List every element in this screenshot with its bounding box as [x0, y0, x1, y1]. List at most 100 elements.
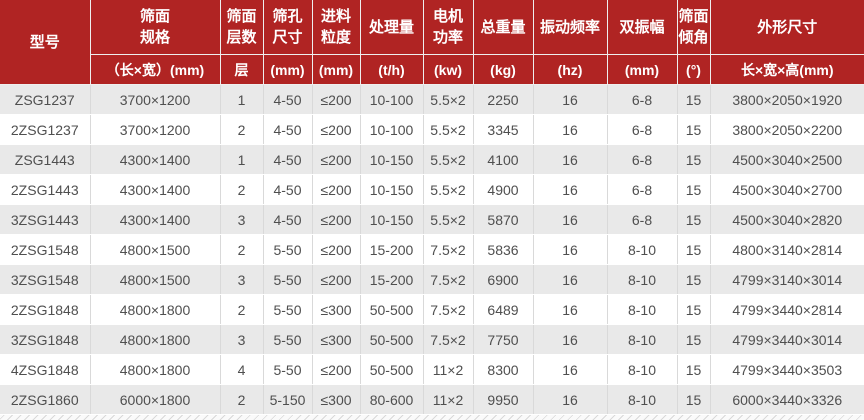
col-header-overall-dimensions: 外形尺寸 [710, 0, 864, 55]
cell-screen-layers: 2 [220, 234, 264, 265]
table-row: 2ZSG1443 4300×1400 2 4-50 ≤200 10-150 5.5×2 490… [0, 174, 864, 205]
cell-feed-size: ≤200 [312, 204, 361, 235]
cell-vibration-frequency: 16 [533, 84, 608, 115]
col-unit-double-amplitude: (mm) [607, 54, 678, 85]
cell-double-amplitude: 6-8 [607, 114, 678, 145]
cell-screen-spec: 4800×1500 [90, 234, 221, 265]
cell-screen-spec: 4800×1800 [90, 324, 221, 355]
cell-model: 3ZSG1548 [0, 264, 91, 295]
cell-vibration-frequency: 16 [533, 324, 608, 355]
cell-screen-spec: 3700×1200 [90, 114, 221, 145]
cell-capacity: 10-150 [360, 144, 424, 175]
cell-vibration-frequency: 16 [533, 114, 608, 145]
cell-double-amplitude: 8-10 [607, 384, 678, 415]
cell-screen-layers: 4 [220, 354, 264, 385]
cell-mesh-size: 4-50 [263, 84, 313, 115]
cell-mesh-size: 5-50 [263, 354, 313, 385]
bottom-hatch-strip [0, 415, 864, 420]
cell-overall-dimensions: 4799×3440×2814 [710, 294, 864, 325]
cell-capacity: 50-500 [360, 294, 424, 325]
cell-model: 2ZSG1548 [0, 234, 91, 265]
cell-overall-dimensions: 3800×2050×2200 [710, 114, 864, 145]
cell-total-weight: 2250 [473, 84, 534, 115]
col-header-feed-size: 进料 粒度 [312, 0, 361, 55]
cell-model: 2ZSG1860 [0, 384, 91, 415]
table-row: 3ZSG1443 4300×1400 3 4-50 ≤200 10-150 5.5×2 587… [0, 204, 864, 235]
cell-total-weight: 4900 [473, 174, 534, 205]
cell-model: 3ZSG1848 [0, 324, 91, 355]
cell-screen-layers: 3 [220, 324, 264, 355]
cell-feed-size: ≤300 [312, 294, 361, 325]
cell-model: 4ZSG1848 [0, 354, 91, 385]
cell-screen-spec: 4300×1400 [90, 204, 221, 235]
col-header-vibration-frequency: 振动频率 [533, 0, 608, 55]
cell-capacity: 10-150 [360, 174, 424, 205]
cell-feed-size: ≤200 [312, 84, 361, 115]
col-header-screen-angle: 筛面 倾角 [677, 0, 711, 55]
cell-vibration-frequency: 16 [533, 264, 608, 295]
cell-overall-dimensions: 4799×3440×3014 [710, 324, 864, 355]
cell-total-weight: 8300 [473, 354, 534, 385]
cell-mesh-size: 5-50 [263, 294, 313, 325]
cell-mesh-size: 4-50 [263, 114, 313, 145]
cell-model: ZSG1443 [0, 144, 91, 175]
cell-screen-layers: 3 [220, 204, 264, 235]
cell-double-amplitude: 6-8 [607, 204, 678, 235]
cell-feed-size: ≤300 [312, 384, 361, 415]
cell-mesh-size: 4-50 [263, 174, 313, 205]
col-header-double-amplitude: 双振幅 [607, 0, 678, 55]
cell-vibration-frequency: 16 [533, 294, 608, 325]
cell-capacity: 10-100 [360, 114, 424, 145]
cell-overall-dimensions: 4500×3040×2700 [710, 174, 864, 205]
cell-screen-angle: 15 [677, 354, 711, 385]
cell-mesh-size: 4-50 [263, 204, 313, 235]
cell-overall-dimensions: 4800×3140×2814 [710, 234, 864, 265]
col-header-motor-power: 电机 功率 [423, 0, 474, 55]
table-row: 3ZSG1548 4800×1500 3 5-50 ≤200 15-200 7.5×2 690… [0, 264, 864, 295]
cell-total-weight: 5836 [473, 234, 534, 265]
cell-mesh-size: 4-50 [263, 144, 313, 175]
cell-screen-angle: 15 [677, 204, 711, 235]
col-unit-screen-angle: (°) [677, 54, 711, 85]
table-row: 2ZSG1848 4800×1800 2 5-50 ≤300 50-500 7.5×2 648… [0, 294, 864, 325]
cell-double-amplitude: 8-10 [607, 294, 678, 325]
col-unit-capacity: (t/h) [360, 54, 424, 85]
col-unit-mesh-size: (mm) [263, 54, 313, 85]
cell-motor-power: 5.5×2 [423, 204, 474, 235]
cell-overall-dimensions: 4799×3440×3503 [710, 354, 864, 385]
cell-mesh-size: 5-150 [263, 384, 313, 415]
cell-screen-layers: 2 [220, 294, 264, 325]
table-row: 2ZSG1860 6000×1800 2 5-150 ≤300 80-600 11×2 995… [0, 384, 864, 415]
cell-capacity: 15-200 [360, 264, 424, 295]
cell-screen-angle: 15 [677, 174, 711, 205]
col-header-total-weight: 总重量 [473, 0, 534, 55]
cell-model: 3ZSG1443 [0, 204, 91, 235]
cell-screen-angle: 15 [677, 294, 711, 325]
cell-feed-size: ≤200 [312, 174, 361, 205]
table-row: 3ZSG1848 4800×1800 3 5-50 ≤300 50-500 7.5×2 775… [0, 324, 864, 355]
header-title-row: 型号 筛面 规格 筛面 层数 筛孔 尺寸 进料 粒度 处理量 电机 功率 总重量 振动频率 双振幅 筛面 倾角外… [0, 0, 864, 85]
cell-model: 2ZSG1443 [0, 174, 91, 205]
cell-overall-dimensions: 4799×3140×3014 [710, 264, 864, 295]
cell-screen-layers: 1 [220, 84, 264, 115]
cell-total-weight: 6900 [473, 264, 534, 295]
cell-screen-spec: 4300×1400 [90, 144, 221, 175]
cell-screen-layers: 1 [220, 144, 264, 175]
cell-vibration-frequency: 16 [533, 204, 608, 235]
col-unit-vibration-frequency: (hz) [533, 54, 608, 85]
cell-motor-power: 5.5×2 [423, 114, 474, 145]
cell-double-amplitude: 6-8 [607, 174, 678, 205]
cell-screen-angle: 15 [677, 114, 711, 145]
cell-overall-dimensions: 3800×2050×1920 [710, 84, 864, 115]
cell-total-weight: 9950 [473, 384, 534, 415]
cell-screen-angle: 15 [677, 384, 711, 415]
cell-motor-power: 11×2 [423, 354, 474, 385]
cell-mesh-size: 5-50 [263, 234, 313, 265]
cell-screen-spec: 4800×1500 [90, 264, 221, 295]
cell-mesh-size: 5-50 [263, 264, 313, 295]
col-unit-screen-spec: （长×宽）(mm) [90, 54, 221, 85]
col-header-model: 型号 [0, 0, 91, 85]
cell-motor-power: 5.5×2 [423, 174, 474, 205]
col-unit-motor-power: (kw) [423, 54, 474, 85]
